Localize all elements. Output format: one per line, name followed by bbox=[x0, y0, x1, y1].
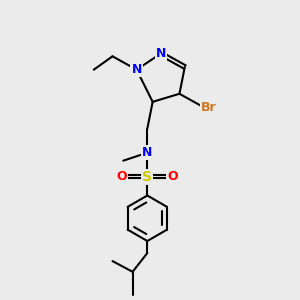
Text: O: O bbox=[167, 170, 178, 183]
Text: N: N bbox=[155, 47, 166, 60]
Text: Br: Br bbox=[201, 101, 217, 114]
Text: N: N bbox=[142, 146, 152, 159]
Text: O: O bbox=[117, 170, 127, 183]
Text: S: S bbox=[142, 170, 152, 184]
Text: N: N bbox=[131, 63, 142, 76]
